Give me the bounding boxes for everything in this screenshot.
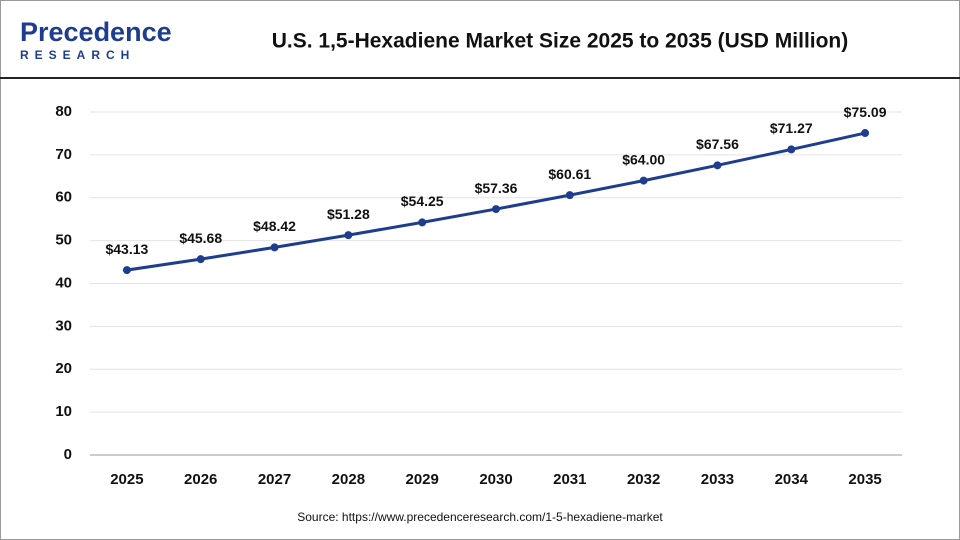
x-tick-label: 2030 <box>479 471 512 488</box>
point <box>344 231 353 240</box>
y-tick-label: 80 <box>55 103 72 120</box>
point <box>492 205 500 214</box>
y-tick-label: 40 <box>55 274 72 291</box>
x-tick-label: 2029 <box>405 471 438 488</box>
data-label: $60.61 <box>548 166 591 182</box>
y-tick-label: 10 <box>55 403 72 420</box>
data-label: $43.13 <box>105 241 148 257</box>
point <box>418 218 427 227</box>
x-tick-label: 2034 <box>775 471 809 488</box>
x-tick-label: 2031 <box>553 471 586 488</box>
point <box>787 145 796 154</box>
data-label: $48.42 <box>253 218 296 234</box>
x-tick-label: 2033 <box>701 471 734 488</box>
x-tick-label: 2026 <box>184 471 217 488</box>
x-tick-label: 2027 <box>258 471 291 488</box>
logo-name: Precedence <box>20 17 172 47</box>
x-tick-label: 2028 <box>332 471 365 488</box>
point <box>122 266 131 275</box>
data-label: $71.27 <box>770 120 813 136</box>
y-tick-label: 60 <box>55 189 72 206</box>
data-label: $57.36 <box>475 180 518 196</box>
y-tick-label: 0 <box>64 446 72 463</box>
data-label: $45.68 <box>179 230 222 246</box>
point <box>565 191 574 200</box>
point <box>861 129 870 138</box>
source: Source: https://www.precedenceresearch.c… <box>297 510 663 524</box>
logo-tagline: RESEARCH <box>20 48 135 62</box>
data-label: $75.09 <box>844 104 887 120</box>
point <box>713 161 722 170</box>
point <box>196 255 205 264</box>
x-tick-label: 2035 <box>848 471 881 488</box>
point <box>639 176 648 185</box>
point <box>270 243 279 252</box>
y-tick-label: 50 <box>55 232 72 249</box>
data-label: $64.00 <box>622 151 665 167</box>
data-label: $54.25 <box>401 193 444 209</box>
y-tick-label: 20 <box>55 360 72 377</box>
x-tick-label: 2032 <box>627 471 660 488</box>
y-tick-label: 70 <box>55 146 72 163</box>
y-tick-label: 30 <box>55 317 72 334</box>
chart-title: U.S. 1,5-Hexadiene Market Size 2025 to 2… <box>272 30 849 53</box>
data-label: $67.56 <box>696 136 739 152</box>
x-tick-label: 2025 <box>110 471 143 488</box>
data-label: $51.28 <box>327 206 370 222</box>
